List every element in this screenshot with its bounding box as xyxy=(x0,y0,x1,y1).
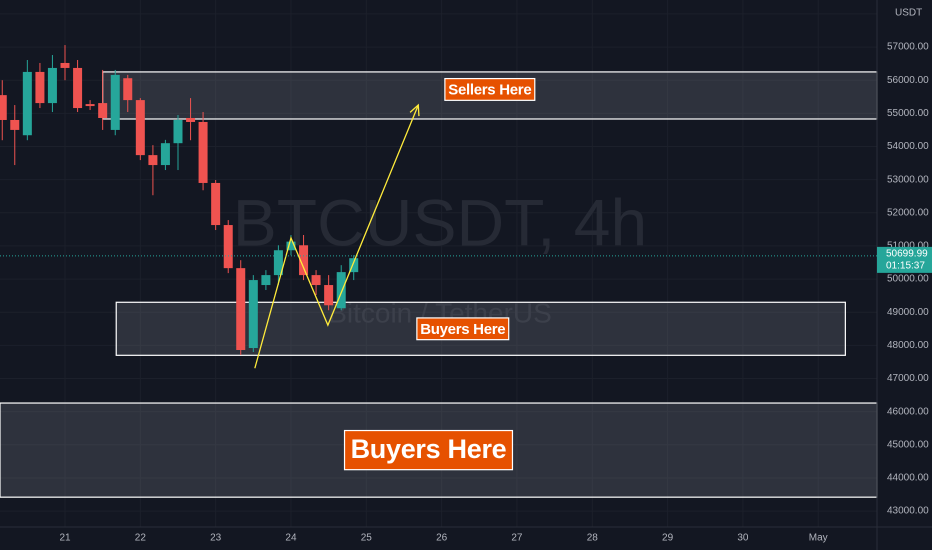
annotation-path xyxy=(254,104,419,369)
countdown-label: 01:15:37 xyxy=(886,261,925,272)
x-tick-label: 30 xyxy=(737,533,749,544)
y-tick-label: 53000.00 xyxy=(887,174,929,185)
candle-body xyxy=(286,241,296,251)
zone-label-box xyxy=(343,429,514,471)
last-price-label: 50699.99 xyxy=(886,249,928,260)
zone-label: Buyers Here xyxy=(351,434,507,464)
candle-body xyxy=(35,71,45,104)
x-tick-label: 27 xyxy=(511,533,523,544)
candle-body xyxy=(273,250,283,276)
x-tick-label: 21 xyxy=(59,533,71,544)
y-tick-label: 49000.00 xyxy=(887,307,929,318)
candle-body xyxy=(85,104,95,107)
candle-body xyxy=(311,275,321,286)
candle-body xyxy=(248,280,258,349)
candle-body xyxy=(160,143,170,166)
candle-body xyxy=(10,119,20,130)
candle-body xyxy=(98,103,108,118)
currency-bg xyxy=(878,4,932,22)
zone-label-box xyxy=(416,317,510,341)
candles xyxy=(0,45,359,355)
y-tick-label: 45000.00 xyxy=(887,439,929,450)
annotations: Sellers Here Buyers Here Buyers Here xyxy=(254,77,536,471)
x-tick-label: 24 xyxy=(285,533,297,544)
y-tick-label: 56000.00 xyxy=(887,75,929,86)
candle-body xyxy=(299,245,309,276)
zone-label-box xyxy=(444,77,536,101)
candle-body xyxy=(110,74,120,130)
candle-body xyxy=(211,182,221,226)
x-tick-label: 22 xyxy=(135,533,147,544)
x-tick-label: 26 xyxy=(436,533,448,544)
x-tick-label: 23 xyxy=(210,533,222,544)
y-tick-label: 52000.00 xyxy=(887,207,929,218)
y-tick-label: 47000.00 xyxy=(887,373,929,384)
y-tick-label: 46000.00 xyxy=(887,406,929,417)
candle-body xyxy=(148,155,158,166)
y-tick-label: 43000.00 xyxy=(887,506,929,517)
candle-body xyxy=(47,67,57,104)
candle-body xyxy=(60,62,70,68)
y-tick-label: 44000.00 xyxy=(887,473,929,484)
candle-body xyxy=(22,71,32,136)
arrow-head xyxy=(409,103,420,117)
y-tick-label: 54000.00 xyxy=(887,141,929,152)
grid xyxy=(0,0,877,527)
axes: 43000.00 44000.00 45000.00 46000.00 47000.00… xyxy=(0,4,932,544)
y-tick-label: 57000.00 xyxy=(887,42,929,53)
zone-label: Buyers Here xyxy=(420,321,505,338)
last-price-tag xyxy=(877,246,932,273)
candle-body xyxy=(236,268,246,351)
candle-body xyxy=(261,275,271,286)
candle-body xyxy=(186,117,196,122)
x-tick-label: 29 xyxy=(662,533,674,544)
zone-label: Sellers Here xyxy=(448,81,531,98)
candle-body xyxy=(349,258,359,273)
candle-body xyxy=(336,272,346,309)
x-tick-label: May xyxy=(809,533,828,544)
candle-body xyxy=(135,100,145,156)
candle-body xyxy=(324,285,334,306)
candle-body xyxy=(123,78,133,101)
currency-label: USDT xyxy=(895,8,922,19)
candle-body xyxy=(198,121,208,183)
x-tick-label: 28 xyxy=(587,533,599,544)
y-tick-label: 50000.00 xyxy=(887,274,929,285)
candle-body xyxy=(73,67,83,109)
x-tick-label: 25 xyxy=(361,533,373,544)
candle-body xyxy=(223,225,233,269)
y-tick-label: 55000.00 xyxy=(887,108,929,119)
candle-body xyxy=(173,119,183,144)
candle-body xyxy=(0,95,7,120)
y-tick-label: 48000.00 xyxy=(887,340,929,351)
y-tick-label: 51000.00 xyxy=(887,241,929,252)
